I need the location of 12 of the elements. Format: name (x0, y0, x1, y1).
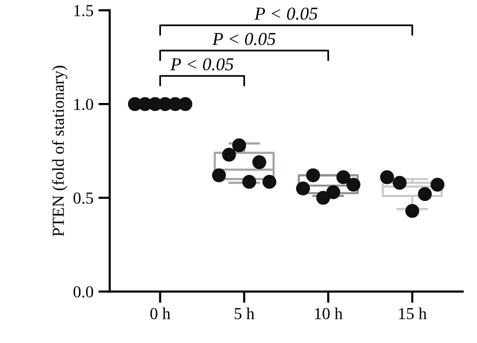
y-tick-label: 1.5 (74, 5, 94, 16)
x-tick-label: 5 h (234, 308, 254, 320)
y-tick-label: 0.5 (74, 192, 94, 204)
x-tick-label: 15 h (399, 308, 427, 320)
y-axis-title: PTEN (fold of stationary) (52, 66, 68, 236)
x-tick-label: 0 h (150, 308, 170, 320)
y-tick-label: 1.0 (74, 98, 94, 110)
annotation: P < 0.05 (170, 58, 234, 70)
annotation: P < 0.05 (254, 8, 318, 20)
annotation: P < 0.05 (212, 32, 276, 46)
x-tick-label: 10 h (315, 308, 343, 320)
y-tick-label: 0.0 (74, 286, 94, 298)
